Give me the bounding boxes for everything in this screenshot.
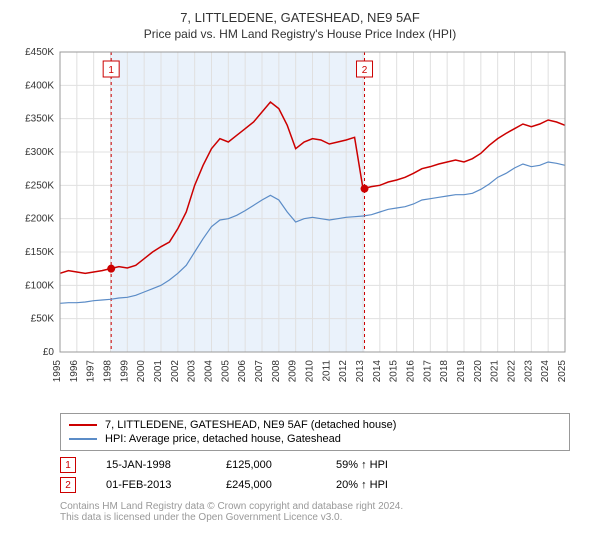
- svg-text:1: 1: [108, 65, 114, 76]
- svg-text:£200K: £200K: [25, 214, 54, 225]
- sale-date: 15-JAN-1998: [106, 459, 196, 471]
- svg-text:2017: 2017: [422, 360, 433, 383]
- svg-text:£150K: £150K: [25, 247, 54, 258]
- chart-title: 7, LITTLEDENE, GATESHEAD, NE9 5AF: [10, 10, 590, 25]
- sale-marker-icon: 2: [60, 477, 76, 493]
- footer-line: Contains HM Land Registry data © Crown c…: [60, 501, 570, 512]
- legend: 7, LITTLEDENE, GATESHEAD, NE9 5AF (detac…: [60, 413, 570, 451]
- footer-line: This data is licensed under the Open Gov…: [60, 512, 570, 523]
- svg-text:1998: 1998: [103, 360, 114, 383]
- svg-text:2019: 2019: [456, 360, 467, 383]
- legend-item: 7, LITTLEDENE, GATESHEAD, NE9 5AF (detac…: [69, 418, 561, 432]
- svg-text:2016: 2016: [406, 360, 417, 383]
- svg-text:£50K: £50K: [31, 314, 55, 325]
- sale-row: 2 01-FEB-2013 £245,000 20% ↑ HPI: [60, 475, 570, 495]
- svg-text:2000: 2000: [136, 360, 147, 383]
- svg-text:1995: 1995: [52, 360, 63, 383]
- svg-text:2010: 2010: [305, 360, 316, 383]
- svg-text:2021: 2021: [490, 360, 501, 383]
- svg-text:£400K: £400K: [25, 80, 54, 91]
- sale-diff: 59% ↑ HPI: [336, 459, 388, 471]
- svg-text:2007: 2007: [254, 360, 265, 383]
- footer: Contains HM Land Registry data © Crown c…: [60, 501, 570, 523]
- legend-label: 7, LITTLEDENE, GATESHEAD, NE9 5AF (detac…: [105, 419, 396, 431]
- svg-text:£100K: £100K: [25, 280, 54, 291]
- svg-text:£300K: £300K: [25, 147, 54, 158]
- svg-text:£0: £0: [43, 347, 55, 358]
- sale-diff: 20% ↑ HPI: [336, 479, 388, 491]
- sale-price: £245,000: [226, 479, 306, 491]
- svg-text:2020: 2020: [473, 360, 484, 383]
- legend-swatch: [69, 424, 97, 426]
- svg-text:1997: 1997: [86, 360, 97, 383]
- legend-label: HPI: Average price, detached house, Gate…: [105, 433, 341, 445]
- svg-text:1999: 1999: [119, 360, 130, 383]
- svg-text:2006: 2006: [237, 360, 248, 383]
- svg-text:2002: 2002: [170, 360, 181, 383]
- sale-date: 01-FEB-2013: [106, 479, 196, 491]
- svg-text:2025: 2025: [557, 360, 568, 383]
- svg-text:2015: 2015: [389, 360, 400, 383]
- legend-swatch: [69, 438, 97, 440]
- svg-text:2014: 2014: [372, 360, 383, 383]
- svg-text:2012: 2012: [338, 360, 349, 383]
- sale-marker-icon: 1: [60, 457, 76, 473]
- sales-table: 1 15-JAN-1998 £125,000 59% ↑ HPI 2 01-FE…: [60, 455, 570, 495]
- svg-text:2011: 2011: [321, 360, 332, 382]
- svg-text:2: 2: [362, 65, 368, 76]
- svg-text:1996: 1996: [69, 360, 80, 383]
- chart-subtitle: Price paid vs. HM Land Registry's House …: [10, 27, 590, 41]
- chart-area: £0 £50K £100K £150K £200K £250K £300K £350K £400…: [10, 47, 580, 407]
- svg-text:2024: 2024: [540, 360, 551, 383]
- svg-text:2013: 2013: [355, 360, 366, 383]
- svg-text:2008: 2008: [271, 360, 282, 383]
- sale-price: £125,000: [226, 459, 306, 471]
- legend-item: HPI: Average price, detached house, Gate…: [69, 432, 561, 446]
- svg-text:£250K: £250K: [25, 180, 54, 191]
- sale-row: 1 15-JAN-1998 £125,000 59% ↑ HPI: [60, 455, 570, 475]
- svg-text:£450K: £450K: [25, 47, 54, 58]
- svg-text:£350K: £350K: [25, 114, 54, 125]
- svg-text:2001: 2001: [153, 360, 164, 383]
- svg-text:2005: 2005: [220, 360, 231, 383]
- svg-text:2004: 2004: [204, 360, 215, 383]
- svg-text:2023: 2023: [523, 360, 534, 383]
- svg-text:2018: 2018: [439, 360, 450, 383]
- svg-text:2009: 2009: [288, 360, 299, 383]
- svg-text:2022: 2022: [507, 360, 518, 383]
- svg-text:2003: 2003: [187, 360, 198, 383]
